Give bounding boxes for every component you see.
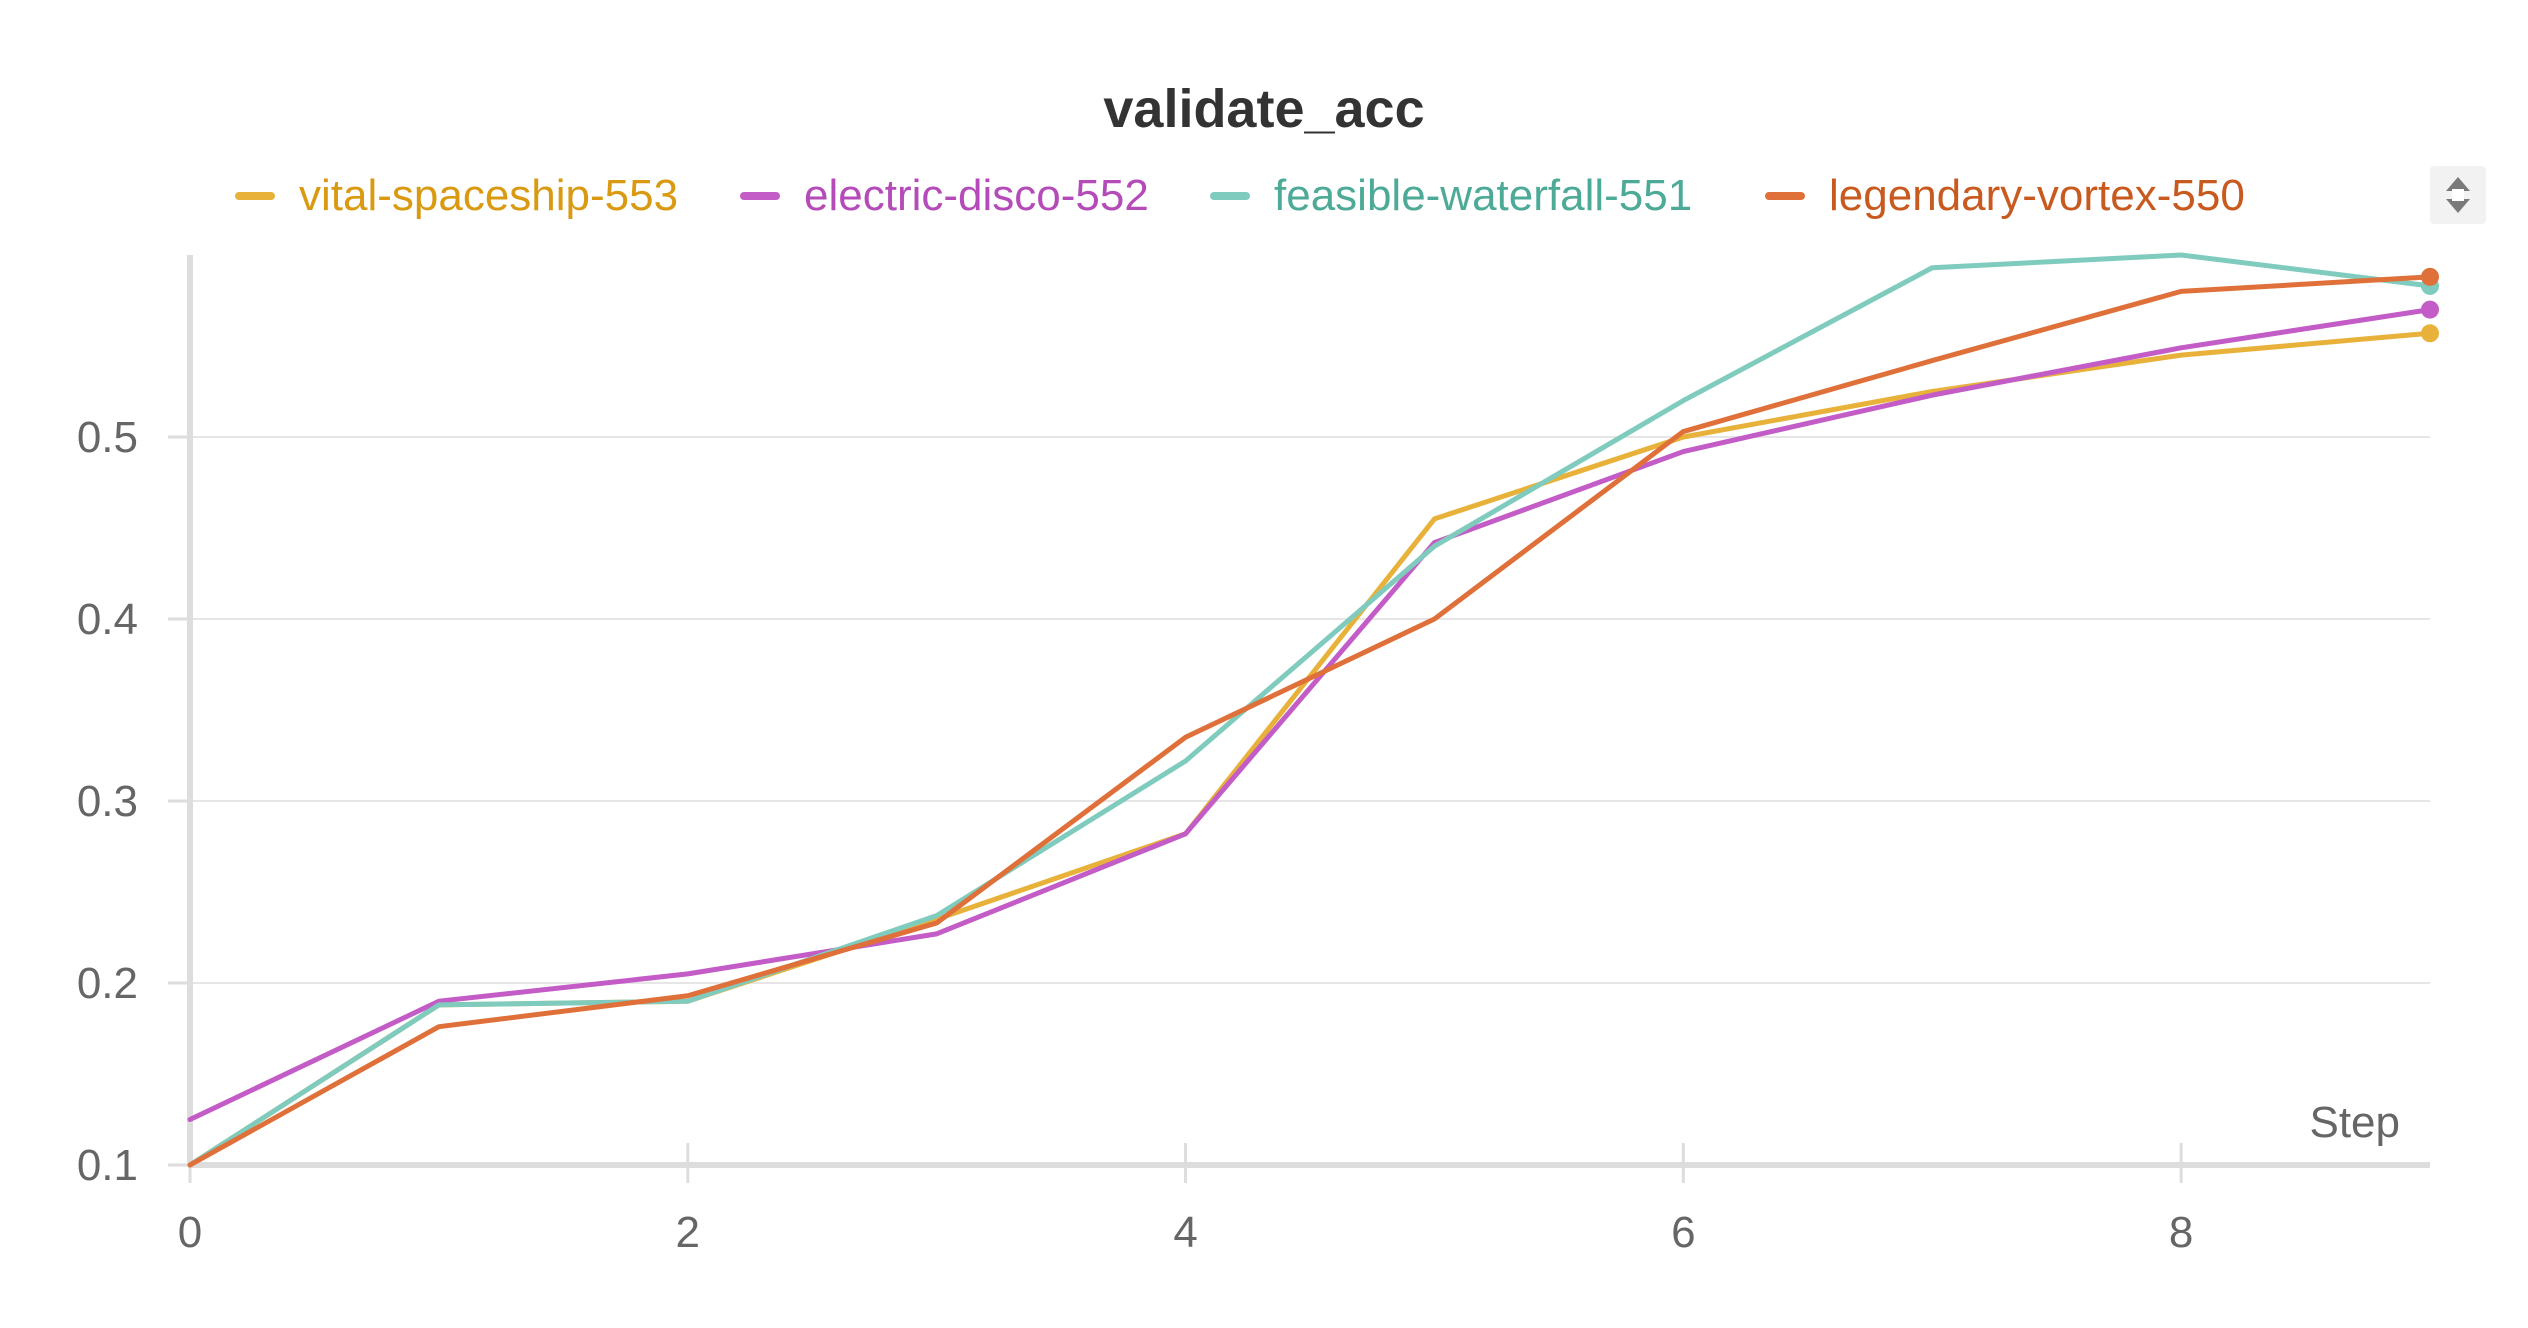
x-tick-label: 4 xyxy=(1173,1208,1197,1257)
legend-item-feasible-waterfall[interactable]: feasible-waterfall-551 xyxy=(1210,168,1692,224)
chevron-up-down-icon xyxy=(2446,177,2470,213)
series-line-vital-spaceship-553[interactable] xyxy=(187,330,2433,1168)
series-lines xyxy=(187,252,2439,1168)
y-tick-label: 0.4 xyxy=(77,595,138,644)
legend-label: legendary-vortex-550 xyxy=(1829,171,2245,220)
x-tick-label: 6 xyxy=(1671,1208,1695,1257)
x-tick-label: 0 xyxy=(178,1208,202,1257)
legend-item-vital-spaceship[interactable]: vital-spaceship-553 xyxy=(235,168,678,224)
legend-item-electric-disco[interactable]: electric-disco-552 xyxy=(740,168,1149,224)
series-line-electric-disco-552[interactable] xyxy=(187,307,2433,1122)
legend-item-legendary-vortex[interactable]: legendary-vortex-550 xyxy=(1765,168,2245,224)
grid-lines xyxy=(190,436,2430,984)
y-tick-label: 0.2 xyxy=(77,959,138,1008)
series-end-point-legendary-vortex-550 xyxy=(2421,267,2439,286)
x-ticks: 0 2 4 6 8 xyxy=(178,1143,2193,1257)
series-end-point-vital-spaceship-553 xyxy=(2421,324,2439,343)
legend-swatch xyxy=(1210,192,1250,200)
x-tick-label: 8 xyxy=(2169,1208,2193,1257)
series-line-legendary-vortex-550[interactable] xyxy=(187,274,2433,1168)
legend-label: vital-spaceship-553 xyxy=(299,171,679,220)
legend: vital-spaceship-553 electric-disco-552 f… xyxy=(0,168,2528,224)
axes xyxy=(187,255,2430,1168)
legend-swatch xyxy=(740,192,780,200)
chart-title: validate_acc xyxy=(1103,79,1425,139)
legend-label: feasible-waterfall-551 xyxy=(1274,171,1693,220)
series-line-feasible-waterfall-551[interactable] xyxy=(187,252,2433,1168)
legend-swatch xyxy=(1765,192,1805,200)
legend-label: electric-disco-552 xyxy=(804,171,1149,220)
x-tick-label: 2 xyxy=(676,1208,700,1257)
y-ticks: 0.1 0.2 0.3 0.4 0.5 xyxy=(77,413,190,1190)
x-axis-label: Step xyxy=(2309,1098,2400,1147)
y-tick-label: 0.5 xyxy=(77,413,138,462)
legend-swatch xyxy=(235,192,275,200)
expand-legend-button[interactable] xyxy=(2430,166,2486,224)
y-tick-label: 0.3 xyxy=(77,777,138,826)
y-tick-label: 0.1 xyxy=(77,1141,138,1190)
series-end-point-electric-disco-552 xyxy=(2421,300,2439,319)
